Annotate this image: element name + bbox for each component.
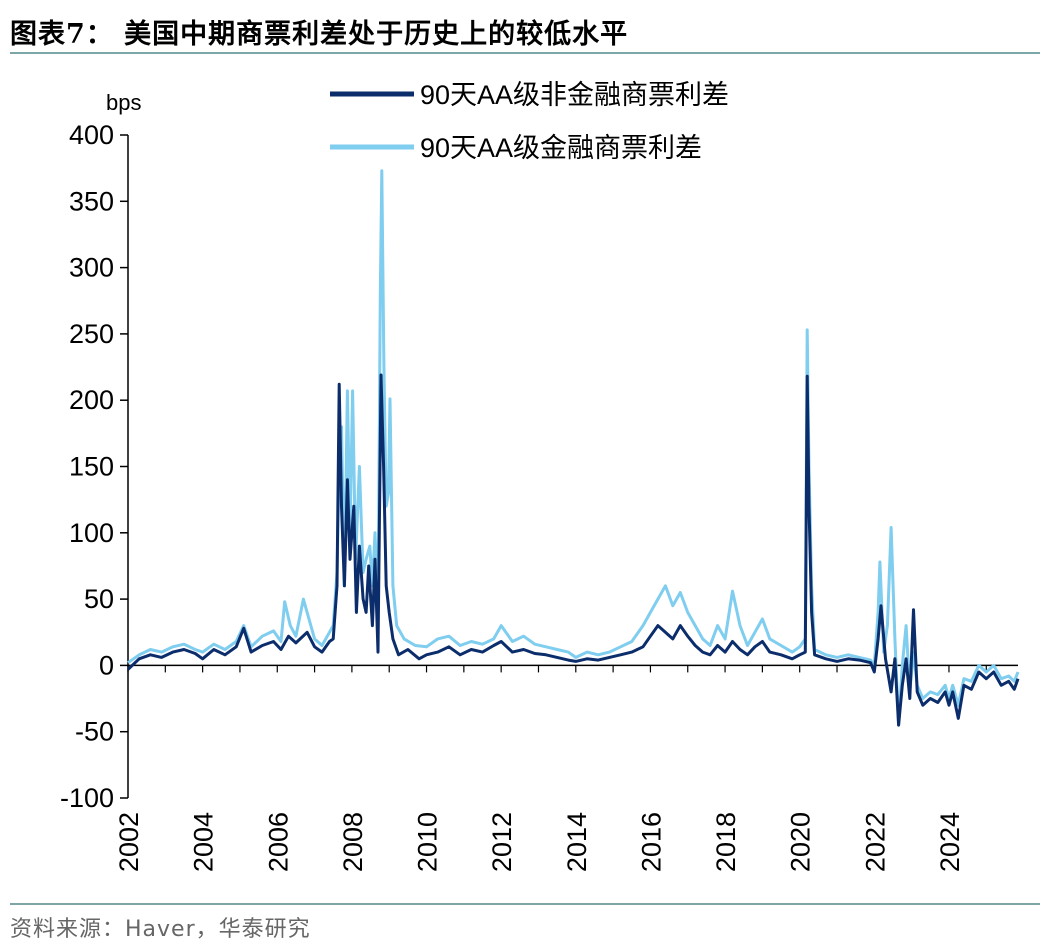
y-tick-label: 100	[69, 518, 114, 548]
y-tick-label: 350	[69, 186, 114, 216]
y-tick-label: 300	[69, 253, 114, 283]
series-layer	[126, 169, 1020, 727]
y-tick-label: 200	[69, 385, 114, 415]
x-tick-label: 2018	[711, 812, 741, 872]
source-note: 资料来源：Haver，华泰研究	[10, 917, 311, 942]
x-tick-label: 2002	[114, 812, 144, 872]
y-tick-label: 50	[84, 584, 114, 614]
series-line-nonfinancial	[126, 373, 1020, 727]
chart-legend: 90天AA级非金融商票利差 90天AA级金融商票利差	[330, 80, 729, 163]
x-tick-label: 2012	[487, 812, 517, 872]
title-rule	[10, 52, 1040, 54]
figure-title: 图表7： 美国中期商票利差处于历史上的较低水平	[10, 19, 629, 50]
x-tick-label: 2016	[636, 812, 666, 872]
x-tick-label: 2022	[860, 812, 890, 872]
spread-chart: -100 -50 0 50 100 150 200 250 300 350 400 2002 2004 2…	[60, 80, 1020, 872]
y-tick-label: 0	[99, 650, 114, 680]
y-axis-unit-label: bps	[106, 90, 141, 115]
x-tick-label: 2024	[935, 812, 965, 872]
x-tick-label: 2014	[562, 812, 592, 872]
y-tick-label: 150	[69, 452, 114, 482]
footer-rule	[10, 903, 1040, 905]
x-tick-label: 2006	[263, 812, 293, 872]
y-tick-label: -100	[60, 783, 114, 813]
y-tick-label: 250	[69, 319, 114, 349]
x-tick-label: 2020	[786, 812, 816, 872]
x-tick-label: 2010	[413, 812, 443, 872]
y-tick-label: 400	[69, 120, 114, 150]
x-tick-label: 2004	[189, 812, 219, 872]
legend-label-financial: 90天AA级金融商票利差	[420, 133, 702, 163]
x-tick-label: 2008	[338, 812, 368, 872]
y-tick-label: -50	[75, 717, 114, 747]
chart-axes: -100 -50 0 50 100 150 200 250 300 350 400 2002 2004 2…	[60, 120, 1018, 872]
legend-label-nonfinancial: 90天AA级非金融商票利差	[420, 80, 729, 110]
